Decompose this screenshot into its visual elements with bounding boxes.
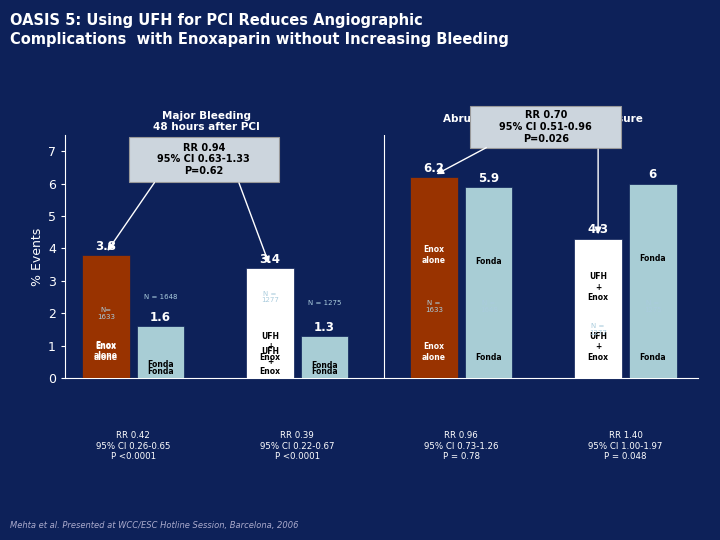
Bar: [301, 336, 348, 378]
Text: OASIS 5: Using UFH for PCI Reduces Angiographic
Complications  with Enoxaparin w: OASIS 5: Using UFH for PCI Reduces Angio…: [10, 14, 509, 47]
Text: Enox
alone: Enox alone: [422, 245, 446, 265]
Text: RR 0.39
95% CI 0.22-0.67
P <0.0001: RR 0.39 95% CI 0.22-0.67 P <0.0001: [260, 431, 335, 461]
Bar: [410, 177, 458, 378]
Text: Fonda: Fonda: [639, 254, 666, 262]
Bar: [465, 187, 513, 378]
FancyBboxPatch shape: [129, 137, 279, 182]
Bar: [575, 239, 622, 378]
Text: Fonda: Fonda: [475, 353, 502, 362]
Text: N = 1275: N = 1275: [308, 300, 341, 307]
FancyBboxPatch shape: [470, 106, 621, 148]
Text: Fonda: Fonda: [475, 257, 502, 266]
Text: Major Bleeding
48 hours after PCI: Major Bleeding 48 hours after PCI: [153, 111, 259, 132]
Text: Fonda: Fonda: [311, 361, 338, 370]
Text: N =
1277: N = 1277: [589, 323, 607, 336]
Text: 3.4: 3.4: [259, 253, 280, 266]
Text: N=
1633: N= 1633: [96, 307, 114, 320]
Text: 1.3: 1.3: [314, 321, 335, 334]
Text: Mehta et al. Presented at WCC/ESC Hotline Session, Barcelona, 2006: Mehta et al. Presented at WCC/ESC Hotlin…: [10, 521, 299, 530]
Text: N =
1648: N = 1648: [480, 300, 498, 313]
Text: UFH
+
Enox: UFH + Enox: [259, 347, 280, 376]
Text: Enox
alone: Enox alone: [94, 342, 118, 362]
Text: Abrupt/threatened abrupt closure: Abrupt/threatened abrupt closure: [444, 113, 644, 124]
Text: RR 1.40
95% CI 1.00-1.97
P = 0.048: RR 1.40 95% CI 1.00-1.97 P = 0.048: [588, 431, 662, 461]
Bar: [137, 326, 184, 378]
Text: N =
1275: N = 1275: [644, 300, 662, 313]
Text: 6: 6: [649, 168, 657, 181]
Text: N =
1277: N = 1277: [261, 291, 279, 303]
Text: UFH
+
Enox: UFH + Enox: [259, 332, 280, 362]
Bar: [82, 255, 130, 378]
Bar: [629, 184, 677, 378]
Text: Fonda: Fonda: [639, 353, 666, 362]
Text: RR 0.94
95% CI 0.63-1.33
P=0.62: RR 0.94 95% CI 0.63-1.33 P=0.62: [158, 143, 251, 176]
Text: Fonda: Fonda: [147, 360, 174, 369]
Text: Fonda: Fonda: [311, 367, 338, 376]
Text: 1.6: 1.6: [150, 311, 171, 324]
Text: UFH
+
Enox: UFH + Enox: [588, 272, 608, 302]
Text: Enox
alone: Enox alone: [422, 342, 446, 362]
Text: 6.2: 6.2: [423, 162, 444, 175]
Text: Fonda: Fonda: [147, 367, 174, 376]
Bar: [246, 268, 294, 378]
Text: N = 1648: N = 1648: [144, 294, 177, 300]
Text: Enox
alone: Enox alone: [94, 341, 118, 360]
Text: RR 0.96
95% CI 0.73-1.26
P = 0.78: RR 0.96 95% CI 0.73-1.26 P = 0.78: [424, 431, 499, 461]
Text: RR 0.70
95% CI 0.51-0.96
P=0.026: RR 0.70 95% CI 0.51-0.96 P=0.026: [500, 110, 592, 144]
Text: N =
1633: N = 1633: [425, 300, 443, 313]
Y-axis label: % Events: % Events: [31, 227, 44, 286]
Text: UFH
+
Enox: UFH + Enox: [588, 332, 608, 362]
Text: RR 0.42
95% CI 0.26-0.65
P <0.0001: RR 0.42 95% CI 0.26-0.65 P <0.0001: [96, 431, 171, 461]
Text: 3.8: 3.8: [95, 240, 117, 253]
Text: 5.9: 5.9: [478, 172, 499, 185]
Text: 4.3: 4.3: [588, 224, 608, 237]
